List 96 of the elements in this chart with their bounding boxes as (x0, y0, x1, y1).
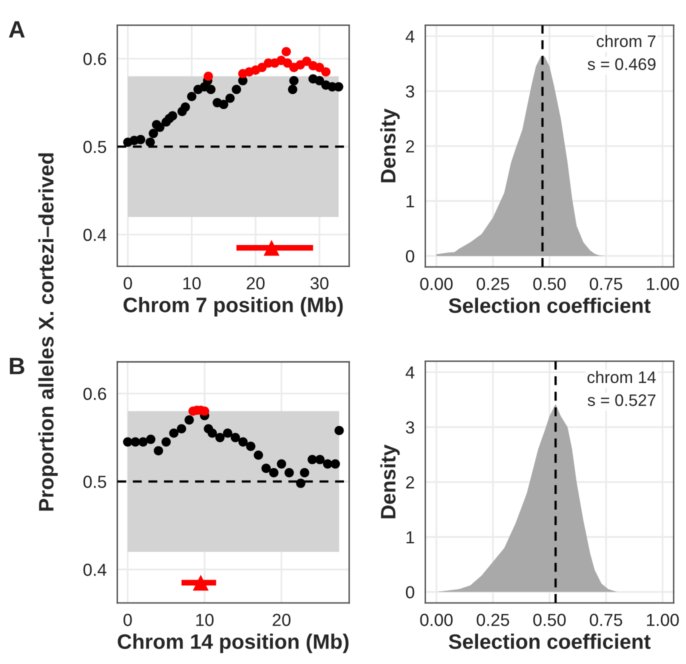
annotation: s = 0.527 (588, 394, 656, 406)
y-tick-label: 0.4 (83, 228, 106, 242)
x-tick-label: 10 (196, 614, 214, 626)
point (315, 454, 325, 464)
y-tick-label: 0.6 (83, 388, 106, 400)
x-tick-label: 0.75 (590, 278, 622, 290)
point (146, 138, 155, 147)
point (314, 62, 324, 72)
y-axis-title: Density (380, 444, 400, 518)
y-tick-label: 3 (406, 421, 414, 434)
point (232, 84, 242, 94)
point (146, 434, 156, 444)
y-tick-label: 0.5 (83, 140, 106, 154)
point (288, 84, 298, 94)
text: B (10, 358, 24, 374)
x-tick-label: 0.25 (476, 614, 510, 626)
point (123, 437, 132, 447)
point (192, 574, 209, 591)
y-tick-label: 0 (406, 586, 414, 598)
point (300, 468, 310, 478)
x-axis-title: Chrom 7 position (Mb) (124, 297, 343, 316)
x-axis-title: Chrom 14 position (Mb) (118, 634, 349, 654)
y-tick-label: 1 (406, 531, 414, 544)
point (208, 428, 217, 438)
x-axis-title: Selection coefficient (448, 298, 651, 313)
annotation: s = 0.469 (588, 58, 656, 70)
point (161, 437, 171, 447)
annotation: chrom 14 (588, 370, 656, 384)
x-tick-label: 0.00 (420, 278, 453, 290)
text: A (8, 21, 25, 38)
point (219, 100, 228, 110)
point (289, 76, 299, 86)
x-tick-label: 1.00 (647, 278, 679, 290)
point (321, 67, 331, 77)
point (238, 437, 248, 447)
x-tick-label: 0 (124, 277, 132, 290)
y-axis-title: Proportion alleles X. cortezi–derived (38, 153, 58, 511)
point (148, 128, 158, 138)
point (257, 62, 267, 72)
y-axis-title: Density (380, 108, 400, 182)
point (246, 442, 256, 451)
point (180, 102, 190, 112)
point (314, 76, 324, 86)
annotation: chrom 7 (596, 34, 656, 48)
point (176, 424, 186, 434)
point (269, 468, 278, 478)
y-tick-label: 2 (406, 140, 414, 152)
point (225, 94, 235, 103)
x-tick-label: 0.50 (533, 278, 566, 290)
y-tick-label: 3 (406, 85, 414, 98)
point (168, 111, 178, 120)
x-tick-label: 0.25 (476, 278, 510, 290)
x-tick-label: 20 (246, 277, 265, 290)
point (261, 464, 271, 473)
x-tick-label: 0 (124, 614, 132, 626)
point (230, 432, 240, 442)
point (334, 426, 344, 436)
x-tick-label: 30 (310, 277, 328, 290)
x-tick-label: 0.00 (420, 614, 453, 626)
point (215, 432, 225, 442)
y-tick-label: 4 (406, 30, 414, 43)
point (204, 72, 213, 81)
point (138, 437, 148, 447)
point (334, 82, 344, 92)
point (284, 468, 294, 478)
x-tick-label: 1.00 (647, 614, 679, 626)
point (136, 134, 146, 144)
point (254, 450, 264, 460)
point (330, 459, 340, 469)
point (302, 56, 312, 66)
y-tick-label: 0.5 (83, 476, 106, 488)
point (154, 446, 164, 456)
point (322, 459, 332, 469)
y-tick-label: 0.4 (83, 564, 106, 576)
x-tick-label: 0.75 (590, 614, 622, 626)
y-tick-label: 1 (406, 195, 414, 208)
x-tick-label: 10 (183, 277, 201, 290)
point (308, 454, 317, 464)
x-tick-label: 0.50 (533, 614, 566, 626)
point (282, 58, 292, 68)
point (187, 92, 196, 102)
point (276, 459, 286, 469)
point (282, 46, 291, 56)
x-tick-label: 20 (272, 614, 290, 626)
y-tick-label: 0 (406, 250, 414, 262)
point (296, 478, 306, 488)
y-tick-label: 4 (406, 366, 414, 378)
point (206, 84, 216, 94)
x-axis-title: Selection coefficient (448, 634, 651, 649)
point (223, 428, 232, 438)
point (184, 415, 194, 425)
point (264, 240, 280, 256)
point (169, 428, 178, 438)
y-tick-label: 2 (406, 476, 414, 488)
point (155, 122, 164, 132)
y-tick-label: 0.6 (83, 52, 106, 66)
